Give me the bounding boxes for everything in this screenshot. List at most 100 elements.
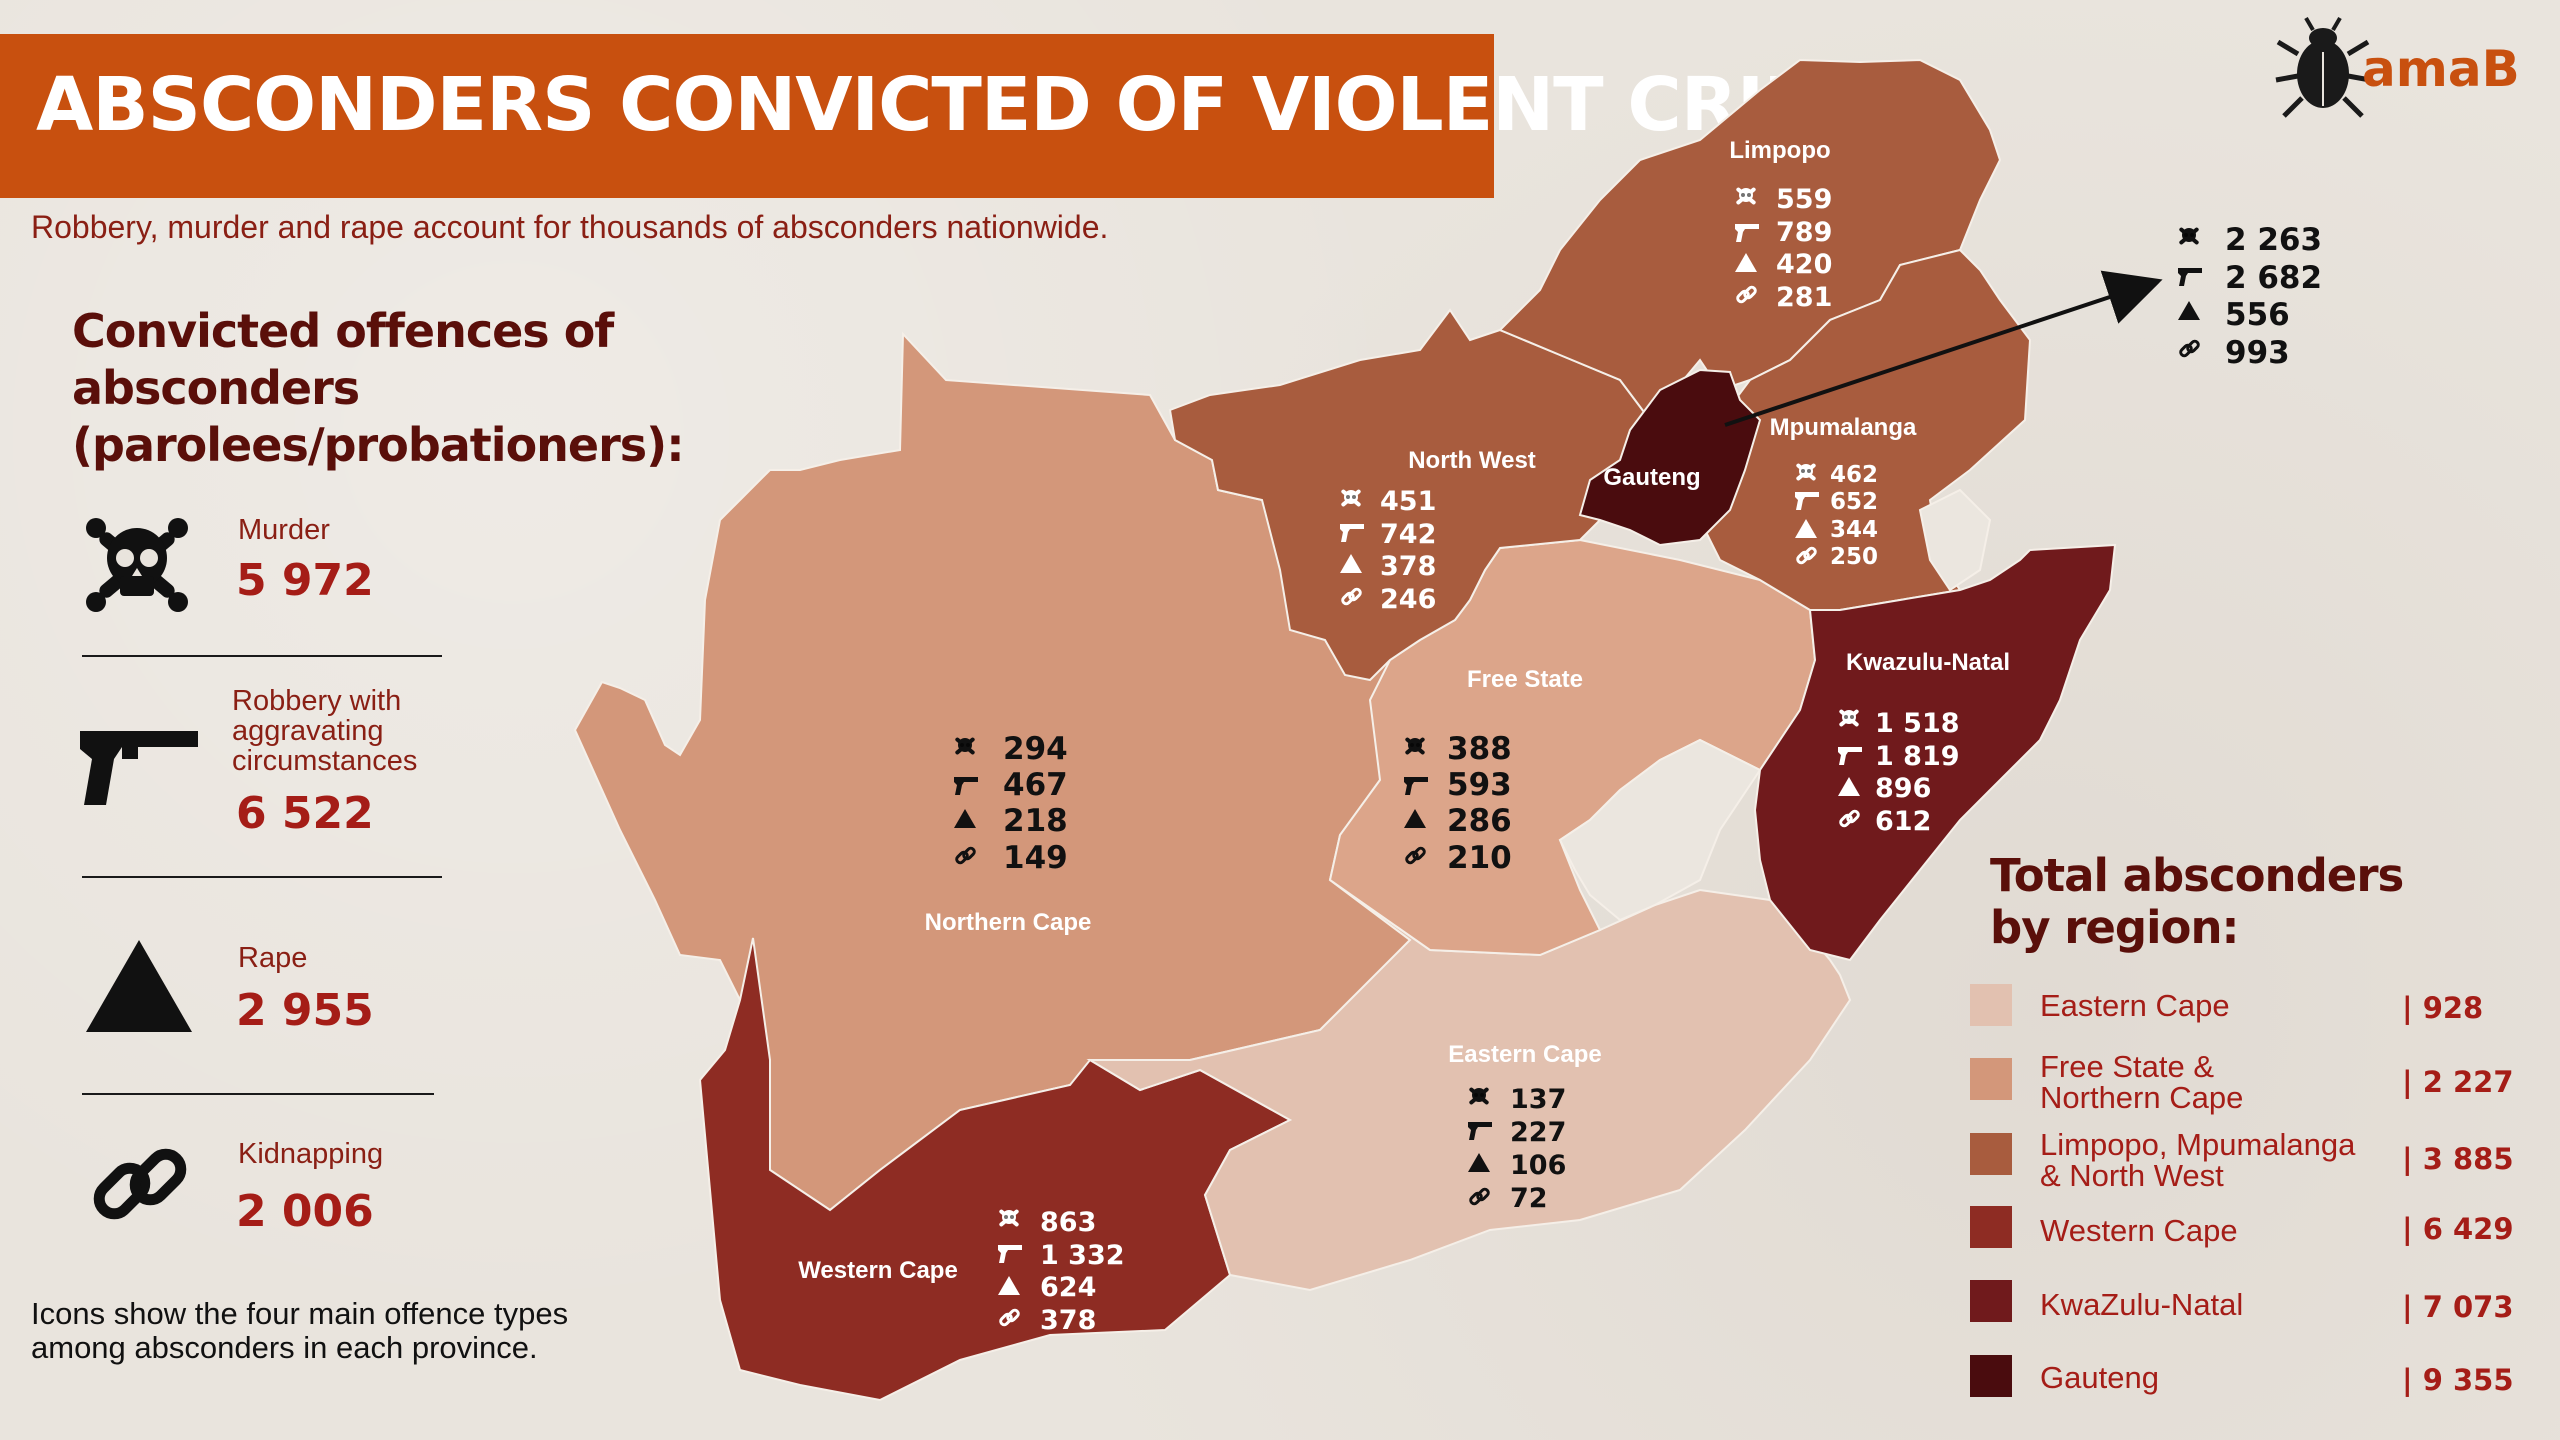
stats-limpopo: 559 789 420 281 bbox=[1734, 184, 1832, 313]
region-label-line: Eastern Cape bbox=[2040, 988, 2230, 1023]
stats-kwazulu-natal: 1 518 1 819 896 612 bbox=[1837, 708, 1960, 837]
stats-free-state: 388 593 286 210 bbox=[1403, 731, 1512, 876]
divider bbox=[82, 876, 442, 878]
stat-murder: 1 518 bbox=[1875, 708, 1960, 739]
region-value-free-state-northern-cape: | 2 227 bbox=[2402, 1065, 2514, 1099]
offence-value-murder: 5 972 bbox=[236, 555, 374, 606]
triangle-icon bbox=[2178, 301, 2200, 320]
stat-robbery: 593 bbox=[1447, 767, 1512, 803]
region-label-kwazulu-natal: KwaZulu-Natal bbox=[2040, 1289, 2400, 1320]
divider bbox=[82, 1093, 434, 1095]
chain-link-icon bbox=[93, 1148, 187, 1220]
offence-label-robbery: Robbery with aggravating circumstances bbox=[232, 686, 417, 776]
stat-rape: 556 bbox=[2225, 297, 2290, 333]
footnote-line: Icons show the four main offence types bbox=[31, 1296, 569, 1331]
stat-kidnapping: 246 bbox=[1380, 584, 1436, 615]
stat-murder: 462 bbox=[1830, 462, 1878, 488]
region-label-line: Western Cape bbox=[2040, 1213, 2238, 1248]
stat-kidnapping: 210 bbox=[1447, 840, 1512, 876]
offence-label-murder: Murder bbox=[238, 514, 330, 546]
region-label-eastern-cape: Eastern Cape bbox=[2040, 990, 2400, 1021]
footnote: Icons show the four main offence types a… bbox=[31, 1297, 711, 1365]
province-gauteng bbox=[1578, 368, 1762, 547]
stat-robbery: 652 bbox=[1830, 489, 1878, 515]
offence-value-rape: 2 955 bbox=[236, 985, 374, 1036]
stat-robbery: 742 bbox=[1380, 519, 1436, 550]
stats-northern-cape: 294 467 218 149 bbox=[953, 731, 1068, 876]
stat-kidnapping: 250 bbox=[1830, 544, 1878, 570]
stat-kidnapping: 612 bbox=[1875, 806, 1931, 837]
province-label-limpopo: Limpopo bbox=[1729, 137, 1830, 164]
offence-legend-heading-line: absconders bbox=[72, 361, 360, 415]
brand-name: amaB bbox=[2362, 40, 2520, 98]
province-eastern-cape bbox=[1086, 879, 1852, 1292]
region-label-gauteng: Gauteng bbox=[2040, 1362, 2400, 1393]
triangle-icon bbox=[86, 940, 192, 1032]
offence-value-robbery: 6 522 bbox=[236, 788, 374, 839]
offence-label-kidnapping: Kidnapping bbox=[238, 1138, 384, 1170]
region-swatch-free-state-northern-cape bbox=[1970, 1058, 2012, 1100]
offence-value-kidnapping: 2 006 bbox=[236, 1186, 374, 1237]
stats-gauteng-callout: 2 263 2 682 556 993 bbox=[2177, 222, 2322, 371]
region-label-line: Free State & bbox=[2040, 1049, 2215, 1084]
stat-robbery: 2 682 bbox=[2225, 260, 2322, 296]
province-limpopo bbox=[1498, 58, 2002, 422]
stat-robbery: 1 332 bbox=[1040, 1240, 1125, 1271]
stat-kidnapping: 281 bbox=[1776, 282, 1832, 313]
stat-kidnapping: 378 bbox=[1040, 1305, 1096, 1336]
region-label-limpopo-mpumalanga-north-west: Limpopo, Mpumalanga & North West bbox=[2040, 1129, 2400, 1191]
stat-rape: 420 bbox=[1776, 249, 1832, 280]
region-swatch-western-cape bbox=[1970, 1206, 2012, 1248]
region-value-gauteng: | 9 355 bbox=[2402, 1363, 2514, 1397]
region-label-line: KwaZulu-Natal bbox=[2040, 1287, 2244, 1322]
gauteng-callout-arrow bbox=[1724, 270, 2163, 427]
chain-link-icon bbox=[2177, 338, 2202, 359]
offence-legend-heading-line: Convicted offences of bbox=[72, 304, 614, 358]
stat-rape: 896 bbox=[1875, 773, 1931, 804]
footnote-line: among absconders in each province. bbox=[31, 1330, 538, 1365]
pistol-icon bbox=[80, 731, 198, 805]
divider bbox=[82, 655, 442, 657]
stat-robbery: 227 bbox=[1510, 1117, 1566, 1148]
region-label-line: & North West bbox=[2040, 1158, 2224, 1193]
page-subtitle: Robbery, murder and rape account for tho… bbox=[31, 209, 1109, 245]
offence-legend-heading: Convicted offences of absconders (parole… bbox=[72, 303, 685, 474]
region-swatch-eastern-cape bbox=[1970, 984, 2012, 1026]
offence-label-robbery-line: aggravating bbox=[232, 715, 384, 747]
region-swatch-kwazulu-natal bbox=[1970, 1280, 2012, 1322]
province-label-western-cape: Western Cape bbox=[798, 1257, 958, 1284]
region-label-line: Northern Cape bbox=[2040, 1080, 2244, 1115]
region-label-western-cape: Western Cape bbox=[2040, 1215, 2400, 1246]
stats-western-cape: 863 1 332 624 378 bbox=[997, 1207, 1125, 1336]
province-label-mpumalanga: Mpumalanga bbox=[1770, 414, 1917, 441]
region-label-line: Limpopo, Mpumalanga bbox=[2040, 1127, 2356, 1162]
stat-robbery: 1 819 bbox=[1875, 741, 1960, 772]
province-label-eastern-cape: Eastern Cape bbox=[1448, 1041, 1601, 1068]
skull-crossbones-icon bbox=[86, 518, 188, 612]
region-value-limpopo-mpumalanga-north-west: | 3 885 bbox=[2402, 1142, 2514, 1176]
pistol-icon bbox=[2178, 268, 2202, 286]
stat-murder: 388 bbox=[1447, 731, 1512, 767]
stat-murder: 294 bbox=[1003, 731, 1068, 767]
stat-kidnapping: 72 bbox=[1510, 1183, 1548, 1214]
offence-label-rape: Rape bbox=[238, 942, 308, 974]
offence-label-robbery-line: circumstances bbox=[232, 745, 418, 777]
region-legend-heading-line: Total absconders bbox=[1990, 849, 2404, 902]
stat-rape: 106 bbox=[1510, 1150, 1566, 1181]
stat-rape: 286 bbox=[1447, 803, 1512, 839]
stat-murder: 2 263 bbox=[2225, 222, 2322, 258]
province-label-north-west: North West bbox=[1408, 447, 1536, 474]
offence-legend-heading-line: (parolees/probationers): bbox=[72, 418, 685, 472]
province-label-free-state: Free State bbox=[1467, 666, 1583, 693]
stat-rape: 624 bbox=[1040, 1272, 1096, 1303]
skull-icon bbox=[2178, 226, 2200, 246]
stat-robbery: 467 bbox=[1003, 767, 1068, 803]
region-legend-heading-line: by region: bbox=[1990, 901, 2240, 954]
province-label-gauteng: Gauteng bbox=[1603, 464, 1700, 491]
offence-label-robbery-line: Robbery with bbox=[232, 685, 402, 717]
title-banner bbox=[0, 34, 1494, 198]
region-label-free-state-northern-cape: Free State & Northern Cape bbox=[2040, 1051, 2400, 1113]
stat-robbery: 789 bbox=[1776, 217, 1832, 248]
stat-murder: 451 bbox=[1380, 486, 1436, 517]
